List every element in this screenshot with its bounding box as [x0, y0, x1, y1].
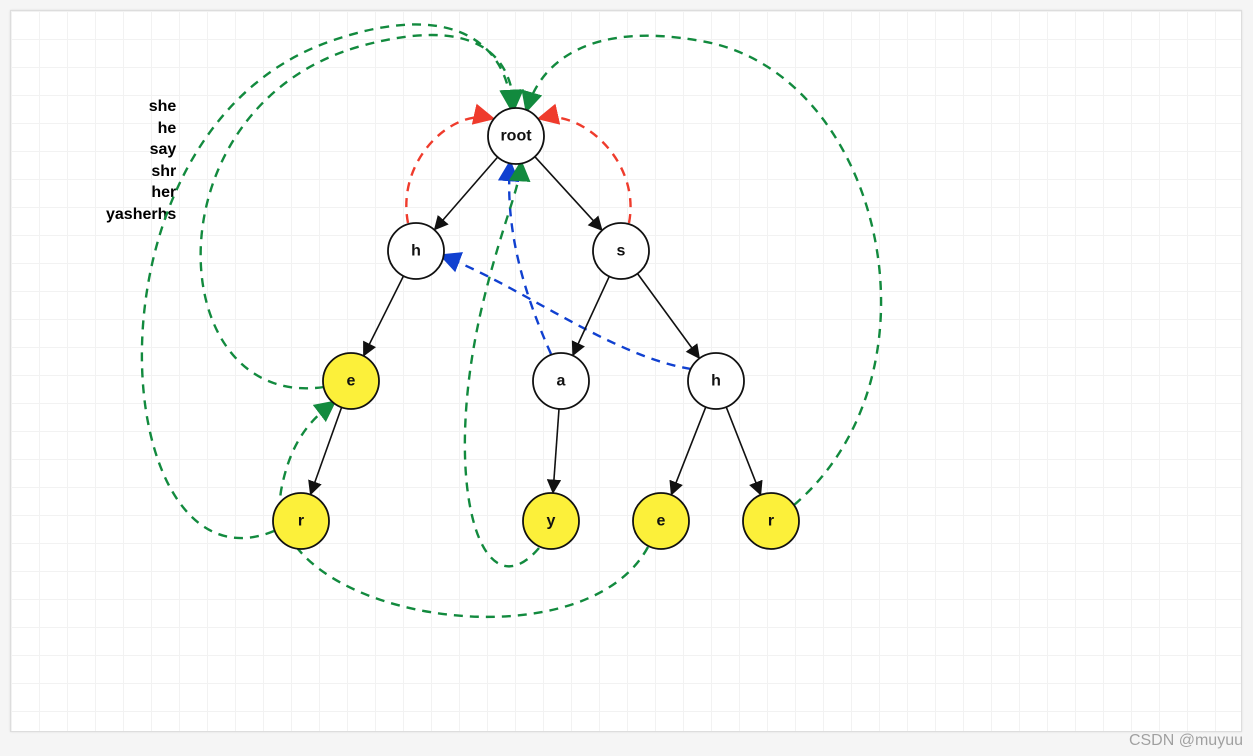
- tree-edge: [535, 157, 601, 229]
- node-label: a: [557, 373, 566, 390]
- node-label: y: [547, 513, 556, 530]
- fail-edge: [527, 36, 881, 505]
- node-r1: r: [273, 493, 329, 549]
- node-e2: e: [633, 493, 689, 549]
- fail-edge: [142, 24, 511, 538]
- node-root: root: [488, 108, 544, 164]
- node-label: s: [617, 243, 626, 260]
- node-h: h: [388, 223, 444, 279]
- fail-edge: [406, 117, 491, 223]
- fail-edge: [541, 117, 631, 223]
- node-h2: h: [688, 353, 744, 409]
- node-s: s: [593, 223, 649, 279]
- tree-edge: [574, 276, 610, 353]
- diagram-canvas: she he say shr her yasherhs roothseahrye…: [10, 10, 1242, 732]
- node-r2: r: [743, 493, 799, 549]
- fail-edge: [201, 35, 514, 388]
- node-label: r: [298, 513, 304, 530]
- node-label: e: [347, 373, 356, 390]
- node-e1: e: [323, 353, 379, 409]
- tree-edge: [311, 407, 341, 492]
- node-label: h: [411, 243, 421, 260]
- diagram-svg: root h s e a h r y e r: [11, 11, 1241, 731]
- node-label: e: [657, 513, 666, 530]
- tree-edge: [553, 409, 559, 491]
- tree-edge: [364, 276, 403, 354]
- node-label: root: [500, 128, 532, 145]
- node-y: y: [523, 493, 579, 549]
- watermark: CSDN @muyuu: [1129, 732, 1243, 750]
- tree-edge: [638, 274, 699, 357]
- node-a: a: [533, 353, 589, 409]
- tree-edge: [726, 407, 760, 493]
- node-label: r: [768, 513, 774, 530]
- tree-edge: [436, 157, 498, 228]
- node-label: h: [711, 373, 721, 390]
- tree-edge: [672, 407, 706, 493]
